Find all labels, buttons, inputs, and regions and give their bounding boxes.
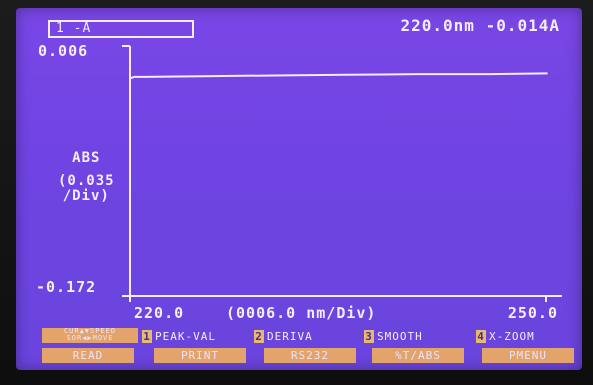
smooth-label: SMOOTH	[377, 330, 423, 343]
series-layer	[129, 72, 548, 80]
deriva-label: DERIVA	[267, 330, 313, 343]
softkey-deriva[interactable]: 2 DERIVA	[254, 329, 350, 344]
lcd-screen: 1 -A 220.0nm -0.014A 0.006 -0.172 ABS (0…	[16, 8, 582, 370]
cursor-move-bottom-label: SOR◀▶MOVE	[66, 334, 114, 342]
key-4-number: 4	[476, 330, 486, 343]
key-2-number: 2	[254, 330, 264, 343]
y-axis-unit-label: ABS (0.035 /Div)	[58, 151, 115, 204]
peak-val-label: PEAK-VAL	[155, 330, 216, 343]
y-axis-max-label: 0.006	[38, 42, 89, 60]
mode-box: 1 -A	[48, 20, 194, 38]
y-axis-scale-line2: /Div)	[62, 188, 110, 204]
x-zoom-label: X-ZOOM	[489, 330, 535, 343]
cursor-speed-key[interactable]: CUR▲▼SPEED SOR◀▶MOVE	[42, 328, 138, 343]
spectrum-plot	[122, 45, 562, 302]
y-axis-min-label: -0.172	[36, 278, 97, 296]
key-1-number: 1	[142, 330, 152, 343]
t-abs-toggle-button[interactable]: %T/ABS	[372, 348, 464, 363]
pmenu-button[interactable]: PMENU	[482, 348, 574, 363]
softkey-smooth[interactable]: 3 SMOOTH	[364, 329, 460, 344]
rs232-button[interactable]: RS232	[264, 348, 356, 363]
y-axis-title: ABS	[72, 150, 101, 166]
plot-axes	[122, 45, 562, 302]
read-button[interactable]: READ	[42, 348, 134, 363]
x-axis-min-label: 220.0	[134, 304, 185, 322]
softkey-bar: CUR▲▼SPEED SOR◀▶MOVE 1 PEAK-VAL 2 DERIVA 3…	[36, 328, 574, 366]
absorbance-series-line-0	[129, 72, 548, 80]
softkey-peak-val[interactable]: 1 PEAK-VAL	[142, 329, 238, 344]
y-axis-scale-line1: (0.035	[58, 173, 115, 189]
cursor-speed-top-label: CUR▲▼SPEED	[63, 328, 117, 335]
x-axis-max-label: 250.0	[507, 304, 558, 322]
print-button[interactable]: PRINT	[154, 348, 246, 363]
wavelength-absorbance-readout: 220.0nm -0.014A	[400, 16, 560, 35]
softkey-x-zoom[interactable]: 4 X-ZOOM	[476, 329, 572, 344]
x-axis-scale-label: (0006.0 nm/Div)	[226, 304, 377, 322]
key-3-number: 3	[364, 330, 374, 343]
